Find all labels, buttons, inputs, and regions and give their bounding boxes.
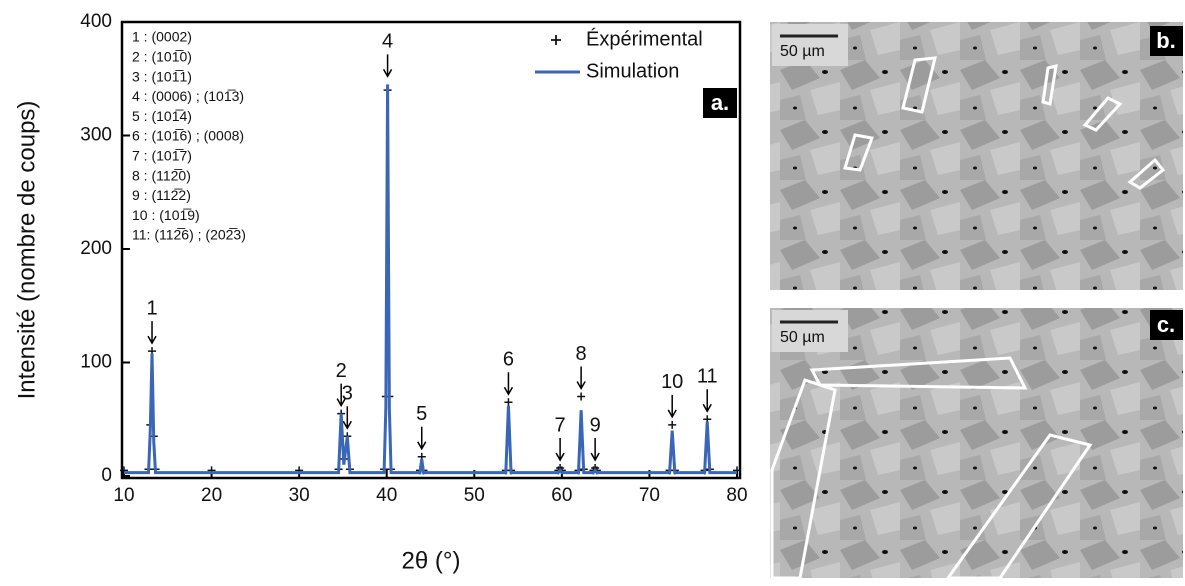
- grain-outline: [1041, 63, 1058, 106]
- peak-arrow: [382, 54, 393, 78]
- scale-bar-box: [772, 310, 848, 352]
- panel-label-box: [1150, 26, 1183, 56]
- y-tick-label: 300: [80, 125, 112, 146]
- peak-arrow: [667, 394, 677, 419]
- micrograph-c: 50 µm c.: [770, 308, 1183, 580]
- grain-outline: [945, 433, 1093, 580]
- peak-label: 3: [342, 383, 353, 405]
- peak-arrow: [503, 372, 514, 396]
- index-entry: 8 : (112̅0): [132, 167, 191, 183]
- peak-arrow: [555, 438, 565, 462]
- index-entry: 9 : (112̅2): [132, 187, 191, 203]
- scale-bar-label: 50 µm: [780, 43, 825, 60]
- peak-label: 2: [336, 360, 347, 382]
- panel-label-box: [1150, 310, 1183, 340]
- index-entry: 10 : (101̅9): [132, 207, 200, 223]
- x-tick-label: 60: [551, 485, 572, 506]
- grain-outline: [770, 378, 837, 580]
- panel-label: b.: [1156, 28, 1176, 53]
- simulation-line: [124, 84, 737, 475]
- peak-label: 6: [503, 349, 514, 371]
- scale-bar-label: 50 µm: [780, 329, 825, 346]
- x-tick-label: 70: [639, 485, 660, 506]
- peak-arrow: [417, 426, 427, 451]
- legend-label: Simulation: [586, 60, 679, 82]
- y-tick-label: 400: [80, 11, 112, 32]
- peak-arrow: [147, 321, 157, 345]
- index-entry: 4 : (0006) ; (101̅3): [132, 88, 244, 104]
- index-entry: 1 : (0002): [132, 29, 192, 45]
- peak-arrow: [576, 366, 586, 391]
- x-tick-label: 30: [289, 485, 310, 506]
- peak-label: 10: [661, 371, 683, 393]
- legend-label: Éxpérimental: [586, 27, 703, 50]
- x-tick-label: 20: [201, 485, 222, 506]
- peak-label: 9: [590, 414, 601, 436]
- peak-arrow: [342, 406, 352, 430]
- peak-arrow: [702, 389, 712, 413]
- y-tick-label: 0: [101, 465, 112, 486]
- peak-label: 8: [576, 343, 587, 365]
- panel-label: a.: [711, 90, 729, 115]
- x-axis-label: 2θ (°): [402, 547, 461, 574]
- grain-outline: [1127, 157, 1166, 190]
- scale-bar-box: [772, 24, 848, 66]
- grain-outline: [809, 356, 1028, 390]
- peak-label: 4: [382, 31, 393, 53]
- index-entry: 3 : (101̅1): [132, 68, 192, 84]
- peak-label: 5: [416, 403, 427, 425]
- peak-label: 7: [555, 414, 566, 436]
- experimental-marker: [668, 420, 677, 429]
- micrograph-image: [770, 22, 1183, 290]
- index-entry: 6 : (101̅6) ; (0008): [132, 128, 244, 144]
- x-tick-label: 10: [113, 485, 134, 506]
- peak-arrow: [590, 438, 600, 462]
- x-tick-label: 40: [376, 485, 397, 506]
- y-axis-label: Intensité (nombre de coups): [13, 101, 40, 400]
- experimental-marker: [577, 392, 586, 401]
- grain-outline: [901, 56, 937, 114]
- peak-label: 11: [697, 366, 718, 388]
- grain-outline: [843, 133, 875, 172]
- index-entry: 7 : (101̅7): [132, 148, 192, 164]
- micrograph-b: 50 µm b.: [770, 22, 1183, 290]
- index-entry: 11: (112̅6) ; (202̅3): [132, 227, 246, 243]
- y-tick-label: 200: [80, 238, 112, 259]
- index-entry: 5 : (101̅4): [132, 108, 192, 124]
- index-entry: 2 : (101̅0): [132, 49, 192, 65]
- panel-label-box: [703, 88, 737, 118]
- micrograph-image: [770, 308, 1183, 578]
- x-tick-label: 50: [464, 485, 485, 506]
- y-tick-label: 100: [80, 352, 112, 373]
- legend-marker: [551, 35, 561, 45]
- panel-label: c.: [1157, 312, 1175, 337]
- peak-label: 1: [146, 297, 157, 319]
- x-tick-label: 80: [726, 485, 747, 506]
- peak-arrow: [336, 383, 346, 408]
- experimental-marker: [504, 398, 513, 407]
- grain-outline: [1082, 96, 1123, 132]
